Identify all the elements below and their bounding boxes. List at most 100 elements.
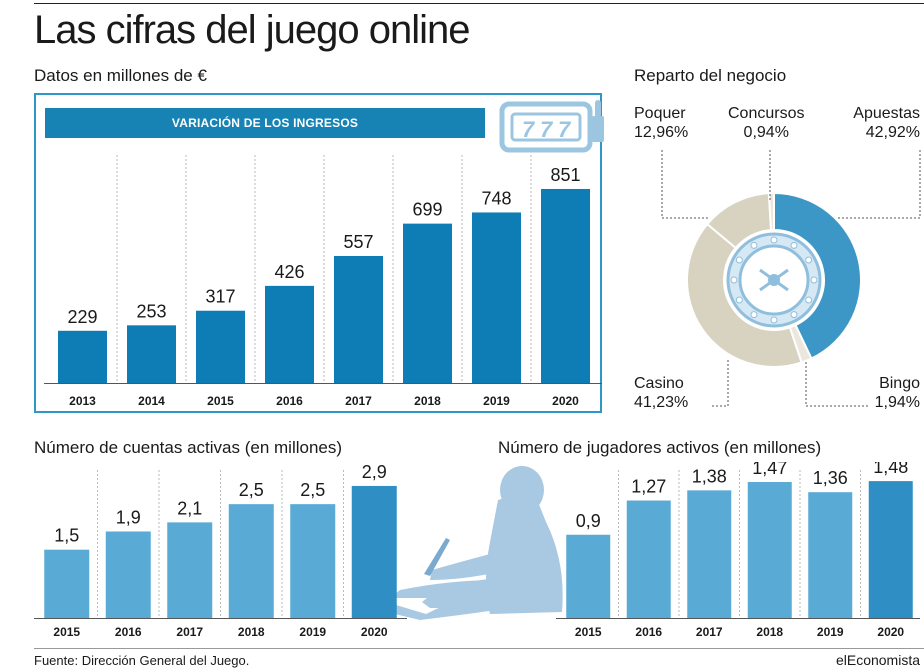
bar-2018 bbox=[403, 223, 452, 383]
page-title: Las cifras del juego online bbox=[34, 8, 471, 52]
value-label-2019: 2,5 bbox=[300, 480, 325, 500]
roulette-pocket bbox=[805, 256, 813, 264]
revenue-panel bbox=[34, 93, 602, 413]
revenue-chart: 229 2013 253 2014 317 2015 426 2016 557 2017 699 20… bbox=[44, 155, 602, 408]
value-label-2016: 1,9 bbox=[116, 507, 141, 527]
value-label-2019: 748 bbox=[481, 188, 511, 208]
pie-label-bingo-name: Bingo bbox=[879, 375, 920, 392]
category-label-2020: 2020 bbox=[877, 625, 904, 639]
pie-label-apuestas-name: Apuestas bbox=[853, 105, 920, 122]
value-label-2017: 2,1 bbox=[177, 498, 202, 518]
slice-apuestas bbox=[773, 191, 862, 360]
value-label-2015: 1,5 bbox=[54, 526, 79, 546]
category-label-2018: 2018 bbox=[414, 394, 441, 408]
footer-rule bbox=[34, 648, 924, 649]
category-label-2018: 2018 bbox=[238, 625, 265, 639]
bar-2013 bbox=[58, 330, 107, 383]
value-label-2015: 0,9 bbox=[576, 511, 601, 531]
roulette-pocket bbox=[810, 276, 818, 284]
value-label-2016: 426 bbox=[274, 262, 304, 282]
category-label-2019: 2019 bbox=[483, 394, 510, 408]
pie-label-apuestas-value: 42,92% bbox=[865, 124, 920, 141]
leader-poquer bbox=[661, 150, 708, 219]
brand-logo: elEconomista bbox=[835, 652, 920, 668]
value-label-2018: 2,5 bbox=[239, 480, 264, 500]
pie-label-concursos-value: 0,94% bbox=[743, 124, 789, 141]
pie-label-casino-value: 41,23% bbox=[634, 394, 689, 411]
players-subtitle: Número de jugadores activos (en millones… bbox=[498, 438, 822, 457]
svg-text:7: 7 bbox=[558, 117, 572, 142]
category-label-2014: 2014 bbox=[138, 394, 165, 408]
roulette-pocket bbox=[805, 296, 813, 304]
value-label-2018: 1,47 bbox=[752, 462, 787, 478]
roulette-pocket bbox=[730, 276, 738, 284]
value-label-2020: 2,9 bbox=[362, 462, 387, 482]
source-note: Fuente: Dirección General del Juego. bbox=[34, 653, 250, 668]
category-label-2017: 2017 bbox=[696, 625, 723, 639]
pie-label-concursos-name: Concursos bbox=[728, 105, 805, 122]
players-chart: 0,9 2015 1,27 2016 1,38 2017 1,47 2018 1,36 2019 1… bbox=[556, 462, 920, 639]
value-label-2013: 229 bbox=[67, 307, 97, 327]
value-label-2020: 1,48 bbox=[873, 462, 908, 477]
leader-casino bbox=[712, 360, 729, 407]
person-with-laptop-illustration bbox=[378, 466, 563, 620]
category-label-2015: 2015 bbox=[53, 625, 80, 639]
bar-2015 bbox=[44, 549, 90, 618]
svg-text:7: 7 bbox=[540, 117, 554, 142]
category-label-2018: 2018 bbox=[756, 625, 783, 639]
category-label-2013: 2013 bbox=[69, 394, 96, 408]
roulette-pocket bbox=[790, 241, 798, 249]
pie-label-casino: Casino 41,23% bbox=[634, 374, 688, 412]
category-label-2019: 2019 bbox=[817, 625, 844, 639]
accounts-chart: 1,5 2015 1,9 2016 2,1 2017 2,5 2018 2,5 2019 2,9 20… bbox=[34, 462, 407, 639]
bar-2019 bbox=[290, 504, 336, 618]
bar-2014 bbox=[127, 325, 176, 383]
category-label-2016: 2016 bbox=[276, 394, 303, 408]
category-label-2016: 2016 bbox=[635, 625, 662, 639]
roulette-pocket bbox=[770, 316, 778, 324]
bar-2016 bbox=[626, 500, 671, 618]
category-label-2017: 2017 bbox=[345, 394, 372, 408]
pie-label-poquer-value: 12,96% bbox=[634, 124, 689, 141]
bar-2016 bbox=[265, 285, 314, 383]
slice-casino bbox=[686, 222, 803, 368]
bar-2020 bbox=[868, 481, 913, 618]
bar-2019 bbox=[472, 212, 521, 383]
category-label-2015: 2015 bbox=[207, 394, 234, 408]
roulette-pocket bbox=[750, 241, 758, 249]
pie-label-bingo: Bingo 1,94% bbox=[875, 374, 920, 412]
roulette-pocket bbox=[790, 311, 798, 319]
category-label-2016: 2016 bbox=[115, 625, 142, 639]
bar-2016 bbox=[105, 531, 151, 618]
share-subtitle: Reparto del negocio bbox=[634, 66, 787, 85]
category-label-2020: 2020 bbox=[361, 625, 388, 639]
roulette-spoke bbox=[759, 268, 789, 292]
share-donut-chart bbox=[661, 150, 921, 407]
slot-machine-icon: 7 7 7 bbox=[499, 100, 604, 153]
accounts-subtitle: Número de cuentas activas (en millones) bbox=[34, 438, 343, 457]
pie-label-apuestas: Apuestas 42,92% bbox=[853, 104, 920, 142]
value-label-2015: 317 bbox=[205, 287, 235, 307]
bar-2017 bbox=[334, 256, 383, 383]
revenue-banner: VARIACIÓN DE LOS INGRESOS bbox=[45, 108, 485, 138]
bar-2015 bbox=[196, 310, 245, 383]
value-label-2016: 1,27 bbox=[631, 477, 666, 497]
bar-2017 bbox=[167, 522, 213, 618]
value-label-2014: 253 bbox=[136, 301, 166, 321]
pie-label-poquer: Poquer 12,96% bbox=[634, 104, 688, 142]
pie-label-concursos: Concursos 0,94% bbox=[728, 104, 804, 142]
roulette-pocket bbox=[770, 236, 778, 244]
pie-label-poquer-name: Poquer bbox=[634, 105, 686, 122]
bar-2020 bbox=[351, 485, 397, 618]
value-label-2020: 851 bbox=[550, 165, 580, 185]
pie-label-casino-name: Casino bbox=[634, 375, 684, 392]
roulette-pocket bbox=[735, 256, 743, 264]
bar-2018 bbox=[228, 504, 274, 618]
category-label-2015: 2015 bbox=[575, 625, 602, 639]
bar-2017 bbox=[687, 490, 732, 618]
pie-label-bingo-value: 1,94% bbox=[874, 394, 920, 411]
top-rule bbox=[34, 3, 924, 4]
revenue-subtitle: Datos en millones de € bbox=[34, 66, 207, 85]
roulette-pocket bbox=[735, 296, 743, 304]
value-label-2017: 557 bbox=[343, 232, 373, 252]
